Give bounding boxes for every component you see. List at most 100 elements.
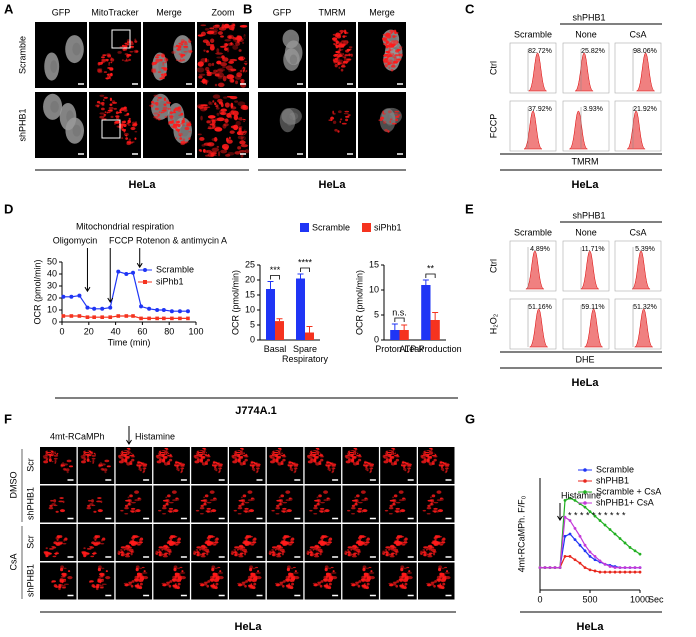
signal — [165, 498, 168, 502]
signal — [163, 72, 167, 77]
signal — [395, 115, 400, 118]
signal — [351, 453, 357, 456]
signal — [420, 454, 424, 458]
signal — [446, 467, 449, 469]
y-tick-label: 5 — [374, 309, 379, 319]
signal — [209, 27, 215, 30]
signal — [129, 494, 133, 498]
signal — [179, 137, 183, 140]
signal — [396, 579, 400, 583]
marker — [583, 505, 587, 509]
signal — [223, 23, 230, 29]
marker — [553, 566, 557, 569]
signal — [232, 452, 236, 457]
signal — [231, 552, 234, 555]
signal — [328, 469, 331, 472]
signal — [45, 458, 49, 461]
signal — [380, 116, 384, 119]
percentage: 25.82% — [581, 48, 605, 55]
signal — [194, 460, 200, 464]
signal — [62, 584, 66, 589]
signal — [134, 490, 140, 494]
marker — [116, 314, 121, 318]
signal — [221, 23, 225, 29]
bar — [275, 321, 284, 340]
signal — [385, 45, 389, 49]
signal — [239, 461, 241, 464]
signal — [365, 567, 369, 570]
signal — [425, 455, 430, 458]
signal — [339, 29, 345, 33]
significance-label: ** — [427, 263, 435, 273]
cell-line-label: HeLa — [572, 377, 600, 389]
signal — [118, 460, 124, 464]
signal — [125, 58, 128, 61]
signal — [153, 115, 159, 119]
signal — [101, 567, 105, 570]
signal — [162, 555, 168, 558]
signal — [129, 460, 133, 465]
signal — [179, 113, 183, 115]
signal — [340, 32, 343, 34]
signal — [172, 125, 178, 129]
signal — [291, 537, 295, 541]
signal — [60, 576, 66, 578]
signal — [83, 547, 86, 550]
marker — [638, 566, 642, 569]
signal — [230, 106, 237, 110]
signal — [444, 467, 449, 470]
cell-line-label: HeLa — [129, 179, 157, 191]
signal — [277, 554, 281, 556]
signal — [331, 572, 337, 574]
significance-label: *** — [270, 265, 281, 275]
signal — [61, 580, 64, 584]
marker — [618, 537, 622, 540]
signal — [177, 106, 181, 110]
signal — [53, 454, 59, 457]
signal — [57, 536, 60, 539]
nucleus — [72, 42, 81, 56]
signal — [320, 458, 324, 462]
signal — [337, 130, 340, 133]
signal — [232, 44, 239, 50]
signal — [180, 142, 185, 146]
percentage: 37.92% — [528, 106, 552, 113]
signal — [168, 552, 171, 556]
signal — [431, 582, 435, 584]
signal — [255, 463, 261, 466]
signal — [204, 582, 208, 584]
signal — [237, 117, 244, 121]
signal — [384, 509, 389, 512]
signal — [139, 577, 142, 579]
signal — [83, 458, 86, 461]
signal — [396, 536, 399, 539]
marker — [623, 566, 627, 569]
signal — [348, 53, 352, 56]
signal — [201, 544, 206, 548]
signal — [222, 66, 227, 69]
signal — [180, 572, 186, 574]
signal — [217, 572, 224, 574]
signal — [215, 537, 219, 541]
signal — [180, 42, 184, 46]
signal — [314, 555, 320, 558]
signal — [280, 460, 284, 465]
signal — [197, 133, 202, 136]
signal — [155, 550, 158, 552]
signal — [369, 467, 374, 470]
signal — [334, 57, 339, 61]
signal — [162, 506, 167, 510]
signal — [151, 61, 155, 66]
signal — [357, 580, 362, 583]
signal — [198, 73, 206, 76]
column-header: None — [575, 227, 597, 237]
signal — [396, 58, 401, 60]
marker — [628, 566, 632, 569]
signal — [239, 544, 244, 548]
signal — [229, 74, 235, 79]
signal — [286, 584, 289, 586]
signal — [120, 107, 125, 111]
signal — [336, 57, 340, 62]
signal — [81, 460, 86, 464]
micrograph — [115, 485, 153, 523]
